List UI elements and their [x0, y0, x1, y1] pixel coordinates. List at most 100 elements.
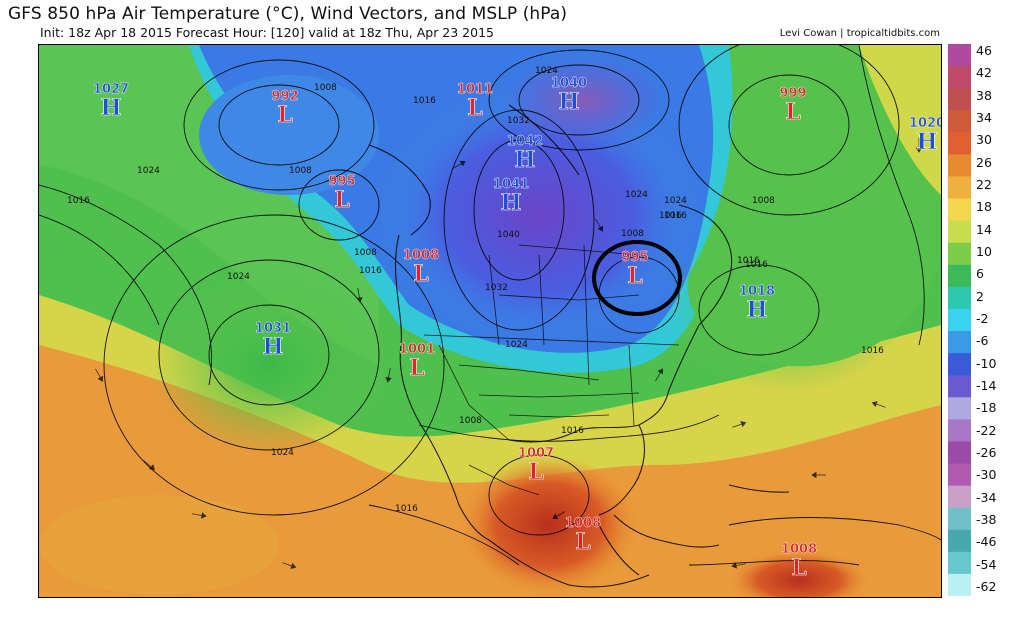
colorbar-tick-label: -30: [976, 467, 997, 483]
colorbar-cell: [948, 154, 971, 177]
colorbar-cell: [948, 397, 971, 420]
pressure-letter: L: [575, 529, 590, 555]
pressure-letter: H: [263, 334, 284, 360]
colorbar-cell: [948, 308, 971, 332]
isobar-label: 1016: [359, 266, 382, 276]
isobar-label: 1024: [227, 272, 250, 282]
isobar-label: 1016: [737, 256, 760, 266]
pressure-letter: L: [334, 187, 349, 213]
colorbar-cell: [948, 88, 971, 111]
colorbar-tick-label: -46: [976, 534, 997, 550]
colorbar-tick-label: -10: [976, 355, 997, 371]
pressure-value: 1031: [255, 321, 291, 336]
colorbar-tick-label: 42: [976, 65, 992, 81]
isobars: [39, 45, 941, 566]
pressure-value: 1040: [551, 76, 587, 91]
colorbar-tick-label: 34: [976, 110, 992, 125]
isobar-label: 1016: [413, 96, 436, 106]
isobar-label: 1024: [137, 166, 160, 176]
isobar-label: 1024: [271, 448, 294, 458]
colorbar-cell: [948, 507, 971, 531]
colorbar-tick-label: 2: [976, 288, 984, 304]
chart-subtitle: Init: 18z Apr 18 2015 Forecast Hour: [12…: [40, 25, 494, 40]
colorbar-tick-label: 18: [976, 199, 992, 215]
isobar-label: 1016: [861, 346, 884, 356]
isobar-label: 1016: [659, 211, 682, 221]
colorbar-cell: [948, 353, 971, 376]
pressure-value: 1027: [93, 82, 129, 97]
isobar-label: 1016: [745, 260, 768, 270]
colorbar-tick-label: -38: [976, 512, 997, 527]
temp-band-atlantic-yellow: [859, 45, 941, 195]
colorbar-tick-label: -54: [976, 556, 997, 572]
isobar-label: 1016: [67, 196, 90, 206]
isobar-label: 1024: [535, 66, 558, 76]
pressure-value: 1041: [493, 177, 529, 192]
pressure-value: 1008: [403, 248, 439, 263]
isobar-label: 1024: [664, 196, 687, 206]
colorbar-cell: [948, 242, 971, 266]
isobar-label: 1024: [625, 190, 648, 200]
colorbar-cell: [948, 375, 971, 398]
colorbar-cell: [948, 529, 971, 553]
chart-title: GFS 850 hPa Air Temperature (°C), Wind V…: [8, 4, 568, 24]
colorbar-tick-label: 10: [976, 244, 992, 259]
pressure-letter: H: [917, 129, 938, 155]
colorbar-cell: [948, 286, 971, 310]
isobar-label: 1016: [664, 211, 687, 221]
colorbar-tick-label: -6: [976, 333, 989, 349]
pressure-letter: H: [559, 89, 580, 115]
pressure-letter: L: [413, 261, 428, 287]
pressure-value: 1042: [507, 134, 543, 149]
isobar-label: 1032: [485, 283, 508, 293]
colorbar-tick-label: 46: [976, 43, 992, 58]
colorbar-tick-label: 26: [976, 154, 992, 170]
pressure-letter: H: [747, 297, 768, 323]
isobar-label: 1008: [621, 229, 644, 239]
isobar-labels: 1024 1016 1008 1008 1016 1024 1016 1008 …: [67, 66, 884, 514]
isobar-label: 1008: [354, 248, 377, 258]
isobar-label: 1016: [561, 426, 584, 436]
political-borders: [423, 244, 680, 496]
pressure-letter: L: [785, 99, 800, 125]
credit-text: Levi Cowan | tropicaltidbits.com: [779, 28, 940, 39]
colorbar-cell: [948, 220, 971, 244]
pressure-value: 992: [271, 89, 298, 104]
pressure-value: 995: [621, 250, 648, 265]
colorbar-tick-label: -34: [976, 489, 997, 505]
pressure-value: 1020: [909, 116, 941, 131]
colorbar-cell: [948, 110, 971, 133]
colorbar-cell: [948, 66, 971, 89]
colorbar-tick-label: -62: [976, 579, 997, 594]
pressure-value: 1011: [457, 82, 493, 97]
isobar-label: 1032: [507, 116, 530, 126]
colorbar-cell: [948, 573, 971, 596]
colorbar-tick-label: 38: [976, 87, 992, 103]
colorbar-cell: [948, 331, 971, 354]
green-pool-pacific: [149, 275, 389, 455]
coastlines: [368, 104, 790, 588]
isobar-label: 1008: [314, 83, 337, 93]
warm-core-pacific: [39, 495, 279, 595]
colorbar-tick-label: -2: [976, 311, 989, 326]
cold-core-canada: [379, 85, 699, 345]
temperature-colorbar: [948, 44, 971, 596]
pressure-value: 1008: [781, 542, 817, 557]
pressure-value: 995: [328, 174, 355, 189]
colorbar-cell: [948, 463, 971, 487]
